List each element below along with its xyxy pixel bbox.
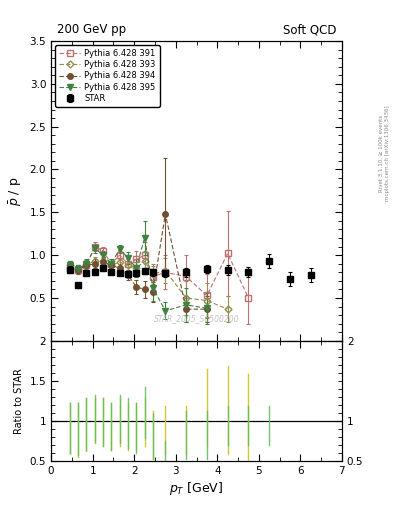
Pythia 6.428 394 — [117, 265, 122, 271]
Y-axis label: $\bar{p}$ / p: $\bar{p}$ / p — [7, 176, 24, 206]
Pythia 6.428 393 — [204, 297, 209, 304]
Pythia 6.428 391 — [204, 292, 209, 298]
Pythia 6.428 391 — [117, 252, 122, 258]
Pythia 6.428 395 — [92, 245, 97, 251]
Pythia 6.428 393 — [142, 258, 147, 264]
Pythia 6.428 391 — [126, 261, 130, 267]
Pythia 6.428 393 — [101, 258, 105, 264]
Pythia 6.428 395 — [101, 252, 105, 258]
Pythia 6.428 391 — [101, 248, 105, 254]
Line: Pythia 6.428 394: Pythia 6.428 394 — [67, 211, 209, 312]
Line: Pythia 6.428 391: Pythia 6.428 391 — [67, 244, 251, 301]
Text: STAR_2005_S6500200: STAR_2005_S6500200 — [154, 314, 239, 323]
Pythia 6.428 394 — [163, 211, 168, 217]
Pythia 6.428 394 — [126, 272, 130, 278]
Pythia 6.428 395 — [126, 254, 130, 261]
Pythia 6.428 395 — [68, 262, 72, 268]
Pythia 6.428 393 — [109, 262, 114, 268]
Pythia 6.428 395 — [117, 246, 122, 252]
Pythia 6.428 391 — [109, 261, 114, 267]
Pythia 6.428 395 — [204, 305, 209, 311]
Pythia 6.428 394 — [101, 259, 105, 265]
Pythia 6.428 394 — [204, 306, 209, 312]
Pythia 6.428 394 — [184, 306, 189, 312]
Line: Pythia 6.428 395: Pythia 6.428 395 — [67, 235, 209, 314]
Pythia 6.428 391 — [76, 267, 81, 273]
Pythia 6.428 394 — [76, 267, 81, 273]
Pythia 6.428 391 — [225, 250, 230, 257]
Line: Pythia 6.428 393: Pythia 6.428 393 — [67, 259, 230, 312]
Pythia 6.428 394 — [134, 284, 139, 290]
Pythia 6.428 393 — [184, 295, 189, 301]
Text: mcplots.cern.ch [arXiv:1306.3436]: mcplots.cern.ch [arXiv:1306.3436] — [385, 106, 390, 201]
Pythia 6.428 394 — [142, 286, 147, 292]
Legend: Pythia 6.428 391, Pythia 6.428 393, Pythia 6.428 394, Pythia 6.428 395, STAR: Pythia 6.428 391, Pythia 6.428 393, Pyth… — [55, 45, 160, 107]
Pythia 6.428 395 — [151, 285, 155, 291]
Pythia 6.428 395 — [76, 266, 81, 272]
Pythia 6.428 391 — [92, 244, 97, 250]
Pythia 6.428 395 — [134, 265, 139, 271]
Pythia 6.428 393 — [92, 258, 97, 264]
Pythia 6.428 393 — [163, 267, 168, 273]
Pythia 6.428 391 — [246, 295, 251, 301]
Pythia 6.428 395 — [184, 302, 189, 308]
X-axis label: $p_T$ [GeV]: $p_T$ [GeV] — [169, 480, 224, 497]
Pythia 6.428 395 — [163, 308, 168, 314]
Pythia 6.428 394 — [84, 262, 89, 268]
Pythia 6.428 391 — [163, 269, 168, 275]
Pythia 6.428 393 — [126, 262, 130, 268]
Pythia 6.428 394 — [109, 262, 114, 268]
Pythia 6.428 391 — [142, 252, 147, 258]
Pythia 6.428 393 — [225, 306, 230, 312]
Pythia 6.428 393 — [151, 271, 155, 277]
Pythia 6.428 393 — [76, 266, 81, 272]
Text: Soft QCD: Soft QCD — [283, 24, 336, 36]
Pythia 6.428 393 — [134, 265, 139, 271]
Pythia 6.428 394 — [151, 289, 155, 295]
Pythia 6.428 394 — [92, 261, 97, 267]
Pythia 6.428 395 — [142, 235, 147, 241]
Pythia 6.428 391 — [184, 273, 189, 280]
Pythia 6.428 391 — [84, 262, 89, 268]
Pythia 6.428 391 — [68, 265, 72, 271]
Pythia 6.428 391 — [151, 273, 155, 280]
Text: Rivet 3.1.10, ≥ 100k events: Rivet 3.1.10, ≥ 100k events — [379, 115, 384, 192]
Y-axis label: Ratio to STAR: Ratio to STAR — [14, 368, 24, 434]
Text: 200 GeV pp: 200 GeV pp — [57, 24, 126, 36]
Pythia 6.428 393 — [117, 259, 122, 265]
Pythia 6.428 394 — [68, 262, 72, 268]
Pythia 6.428 395 — [84, 261, 89, 267]
Pythia 6.428 395 — [109, 261, 114, 267]
Pythia 6.428 391 — [134, 257, 139, 263]
Pythia 6.428 393 — [68, 262, 72, 268]
Pythia 6.428 393 — [84, 262, 89, 268]
